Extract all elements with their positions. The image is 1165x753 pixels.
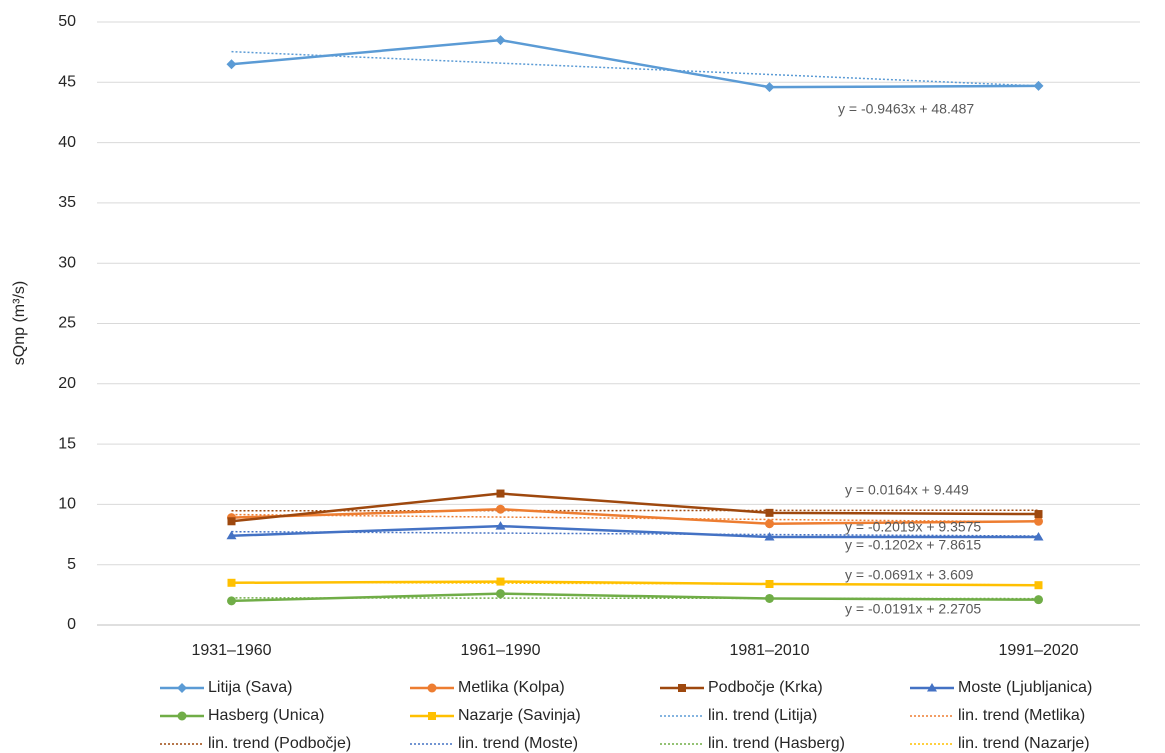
marker [765,519,774,529]
marker [177,683,187,693]
legend-label: Litija (Sava) [208,679,292,696]
y-tick-label: 10 [58,496,76,513]
legend-label: Hasberg (Unica) [208,707,324,724]
series-line [231,492,1039,523]
legend-label: Podbočje (Krka) [708,679,823,696]
y-tick-label: 45 [58,74,76,91]
marker [496,577,505,586]
trend-equation: y = -0.2019x + 9.3575 [845,519,981,535]
marker [495,521,506,530]
marker [1034,516,1043,526]
trend-equation: y = -0.9463x + 48.487 [838,101,974,117]
marker [428,712,436,720]
y-tick-label: 35 [58,194,76,211]
trend-equation: y = -0.0191x + 2.2705 [845,601,981,617]
series-line [231,592,1039,603]
y-tick-label: 15 [58,435,76,452]
marker [496,504,505,514]
trend-equation: y = -0.1202x + 7.8615 [845,537,981,553]
marker [1034,510,1043,519]
y-tick-label: 40 [58,134,76,151]
y-tick-label: 5 [67,556,76,573]
trend-line [231,530,1039,537]
legend-label: lin. trend (Litija) [708,707,817,724]
marker [427,683,437,693]
trend-equation: y = -0.0691x + 3.609 [845,567,974,583]
trend-line [231,50,1039,87]
marker [495,35,506,46]
marker [227,517,236,526]
trend-line [231,513,1039,523]
legend-label: lin. trend (Nazarje) [958,735,1090,752]
marker [678,684,686,692]
marker [764,531,775,541]
legend-label: lin. trend (Hasberg) [708,735,845,752]
y-tick-label: 30 [58,254,76,271]
x-tick-label: 1981–2010 [729,642,809,659]
marker [765,508,774,517]
trend-line [231,509,1039,512]
marker [496,489,505,498]
y-tick-label: 25 [58,315,76,332]
series-line [231,38,1039,89]
y-tick-label: 50 [58,13,76,30]
legend-label: lin. trend (Podbočje) [208,735,351,752]
y-tick-label: 20 [58,375,76,392]
legend-label: Metlika (Kolpa) [458,679,565,696]
marker [927,683,937,692]
series-line [231,580,1039,587]
x-tick-label: 1991–2020 [998,642,1078,659]
marker [1033,531,1044,541]
marker [765,593,774,603]
marker [1034,581,1043,590]
marker [177,711,187,721]
x-tick-label: 1931–1960 [191,642,271,659]
legend-label: Moste (Ljubljanica) [958,679,1092,696]
series-line [231,524,1039,539]
legend-label: lin. trend (Metlika) [958,707,1085,724]
y-axis-label: sQnp (m³/s) [11,281,28,365]
legend-label: Nazarje (Savinja) [458,707,581,724]
marker [227,578,236,587]
marker [1033,80,1044,91]
marker [227,596,236,606]
marker [1034,595,1043,605]
marker [496,589,505,599]
legend-label: lin. trend (Moste) [458,735,578,752]
marker [764,82,775,93]
marker [226,59,237,70]
marker [226,530,237,540]
marker [765,579,774,588]
x-tick-label: 1961–1990 [460,642,540,659]
series-line [231,507,1039,525]
trend-equation: y = 0.0164x + 9.449 [845,482,969,498]
y-tick-label: 0 [67,616,76,633]
